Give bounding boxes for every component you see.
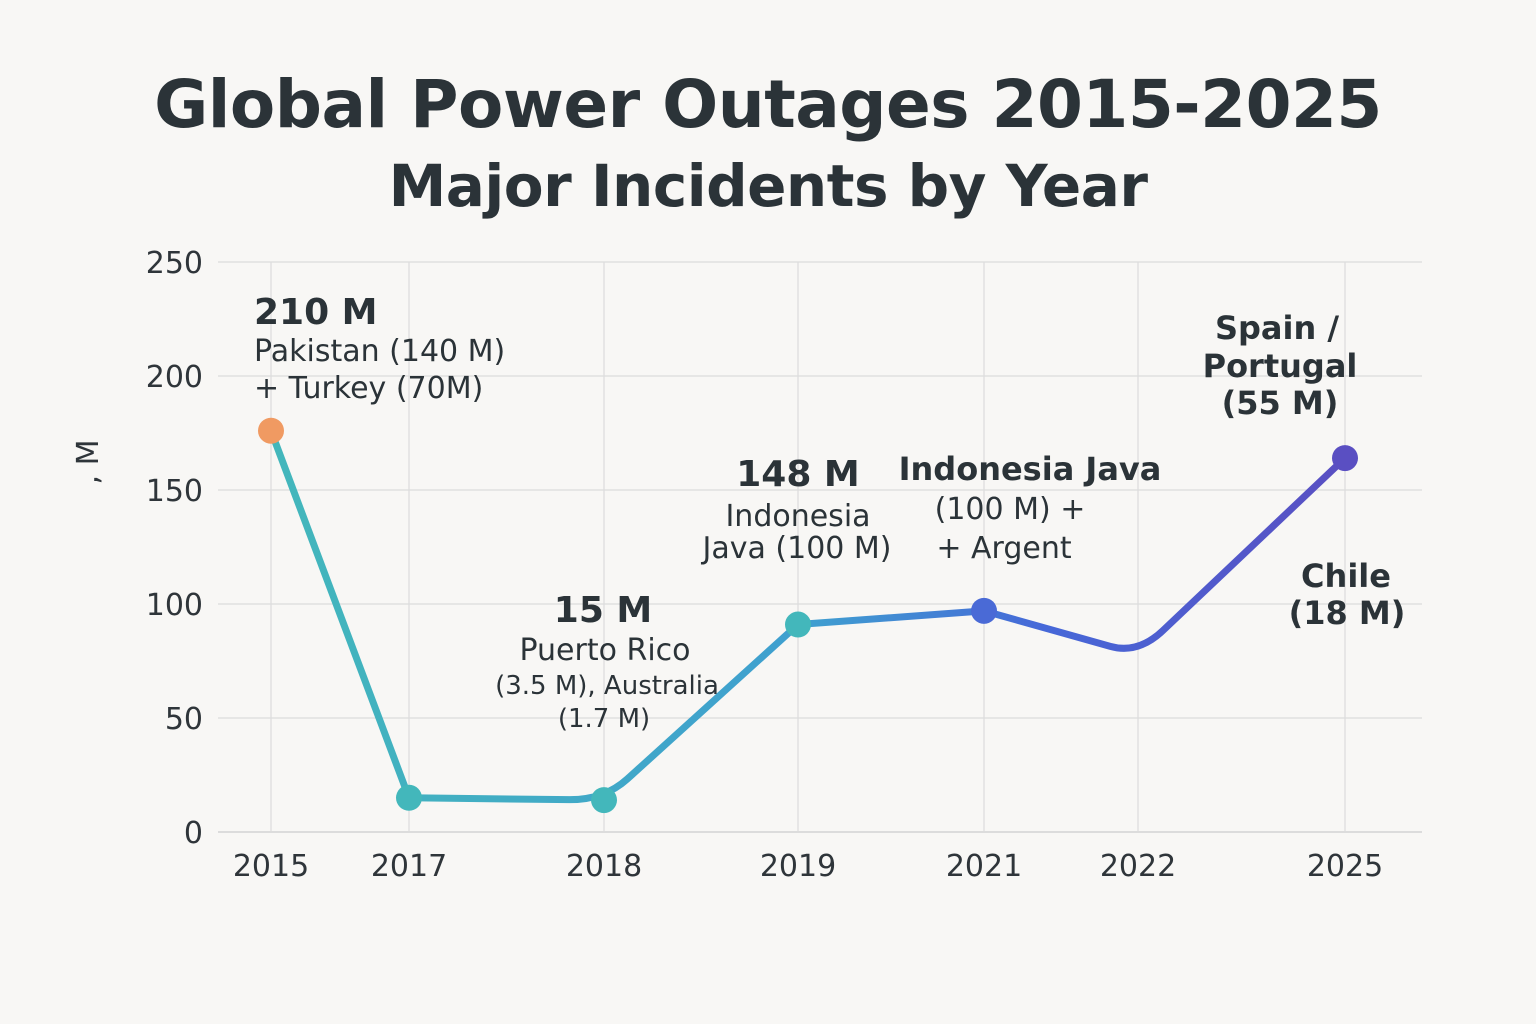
annotation-2019: 148 M Indonesia Java (100 M): [701, 454, 892, 566]
annotation-2019-line2: Indonesia: [725, 499, 870, 534]
y-tick-label: 0: [184, 816, 203, 851]
annotation-2015-line3: + Turkey (70M): [254, 371, 483, 406]
x-tick-label: 2021: [946, 849, 1022, 884]
x-tick-label: 2022: [1100, 849, 1176, 884]
annotation-2018-line3: (3.5 M), Australia: [495, 671, 719, 701]
annotation-2015: 210 M Pakistan (140 M) + Turkey (70M): [254, 292, 505, 406]
grid: [218, 261, 1422, 833]
annotation-2015-value: 210 M: [254, 292, 378, 333]
annotation-2018-line2: Puerto Rico: [519, 633, 690, 668]
annotation-2025-chile-line2: (18 M): [1289, 594, 1406, 632]
data-point-2019: [785, 611, 811, 638]
data-markers: [258, 417, 1358, 814]
annotation-2021-line1: Indonesia Java: [899, 450, 1162, 488]
annotation-2018-value: 15 M: [554, 590, 652, 631]
data-point-2025: [1332, 445, 1358, 472]
annotation-2021: Indonesia Java (100 M) + + Argent: [899, 450, 1162, 566]
annotation-2025-chile-line1: Chile: [1301, 557, 1391, 595]
annotation-2025-top: Spain / Portugal (55 M): [1203, 309, 1358, 422]
y-tick-label: 200: [146, 360, 203, 395]
chart-subtitle: Major Incidents by Year: [388, 152, 1148, 220]
annotation-2015-line2: Pakistan (140 M): [254, 334, 505, 369]
data-point-2018: [591, 787, 617, 814]
x-tick-label: 2018: [566, 849, 642, 884]
y-axis-label: , M: [71, 440, 106, 485]
y-tick-label: 150: [146, 474, 203, 509]
y-tick-label: 50: [165, 702, 203, 737]
x-tick-label: 2019: [760, 849, 836, 884]
annotation-2025-chile: Chile (18 M): [1289, 557, 1406, 632]
y-tick-label: 250: [146, 246, 203, 281]
annotation-2025-top-line3: (55 M): [1222, 384, 1339, 422]
data-point-2015: [258, 417, 284, 444]
annotation-2018-line4: (1.7 M): [558, 704, 650, 734]
x-tick-label: 2015: [233, 849, 309, 884]
x-tick-label: 2025: [1307, 849, 1383, 884]
chart-title: Global Power Outages 2015-2025: [154, 66, 1382, 143]
x-tick-label: 2017: [371, 849, 447, 884]
data-point-2021: [971, 597, 997, 624]
y-tick-label: 100: [146, 588, 203, 623]
annotation-2021-line3: + Argent: [936, 531, 1072, 566]
annotation-2021-line2: (100 M) +: [935, 492, 1086, 527]
axes: 0 50 100 150 200 250 2015 2017 2018 2019 2021 2022 2…: [146, 246, 1383, 884]
annotation-2018: 15 M Puerto Rico (3.5 M), Australia (1.7…: [495, 590, 719, 734]
annotation-2019-value: 148 M: [736, 454, 860, 495]
annotation-2025-top-line2: Portugal: [1203, 347, 1358, 385]
annotation-2025-top-line1: Spain /: [1215, 309, 1339, 347]
series-line: [267, 427, 1349, 804]
annotation-2019-line3: Java (100 M): [701, 531, 892, 566]
data-point-2017: [396, 784, 422, 811]
